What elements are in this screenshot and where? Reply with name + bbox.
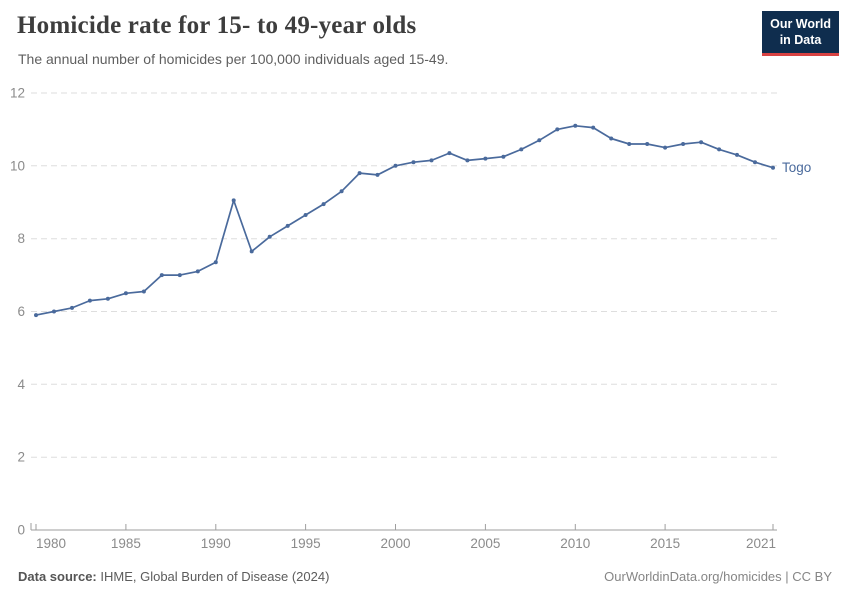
data-point [249, 249, 254, 254]
data-source-value: IHME, Global Burden of Disease (2024) [96, 569, 330, 584]
data-source-note: Data source: IHME, Global Burden of Dise… [18, 569, 329, 584]
data-point [411, 160, 416, 165]
data-point [609, 136, 614, 141]
data-point [555, 127, 560, 132]
data-point [501, 154, 506, 159]
y-tick-label: 10 [10, 158, 25, 173]
chart-subtitle: The annual number of homicides per 100,0… [18, 51, 449, 67]
data-point [681, 142, 686, 146]
data-point [519, 147, 524, 152]
data-point [375, 172, 380, 177]
data-source-label: Data source: [18, 569, 97, 584]
x-tick-label: 1990 [201, 536, 231, 551]
data-point [267, 234, 272, 239]
data-point [483, 156, 488, 161]
data-point [123, 291, 128, 296]
data-point [465, 158, 470, 163]
data-point [537, 138, 542, 143]
data-point [573, 123, 578, 128]
data-point [141, 289, 146, 294]
data-point [663, 145, 668, 150]
data-point [87, 298, 92, 303]
x-tick-label: 1980 [36, 536, 66, 551]
data-point [70, 305, 74, 310]
data-point [771, 165, 775, 170]
y-tick-label: 6 [17, 304, 25, 319]
data-point [303, 213, 308, 217]
page-title: Homicide rate for 15- to 49-year olds [17, 12, 417, 39]
data-point [753, 160, 757, 165]
data-point [645, 142, 650, 146]
data-point [339, 189, 344, 194]
y-tick-label: 4 [17, 377, 25, 392]
series-line [35, 124, 774, 316]
data-point [357, 171, 362, 176]
data-point [699, 140, 704, 145]
credit-link[interactable]: OurWorldinData.org/homicides | CC BY [604, 569, 832, 584]
y-tick-label: 12 [10, 86, 25, 101]
data-point [105, 296, 110, 301]
data-point [285, 223, 290, 228]
owid-logo-line1: Our World [770, 17, 831, 31]
x-tick-label: 2015 [650, 536, 680, 551]
owid-logo[interactable]: Our World in Data [762, 11, 839, 56]
x-tick-label: 2000 [380, 536, 410, 551]
data-point [195, 269, 200, 274]
data-point [321, 202, 326, 207]
series-label: Togo [782, 160, 811, 175]
data-point [717, 147, 722, 152]
x-tick-label: 1995 [291, 536, 321, 551]
data-point [735, 152, 739, 157]
data-point [429, 158, 434, 163]
data-point [34, 313, 38, 318]
data-point [159, 273, 164, 278]
x-tick-label: 2005 [470, 536, 500, 551]
y-tick-label: 0 [17, 523, 25, 538]
data-point [447, 151, 452, 156]
x-tick-label: 2010 [560, 536, 590, 551]
data-point [627, 142, 632, 146]
y-tick-label: 8 [17, 231, 25, 246]
x-tick-label: 2021 [746, 536, 776, 551]
data-point [231, 198, 236, 203]
x-tick-label: 1985 [111, 536, 141, 551]
y-tick-label: 2 [17, 450, 25, 465]
data-point [177, 273, 182, 278]
owid-logo-line2: in Data [779, 33, 822, 48]
data-point [393, 163, 398, 168]
data-point [591, 125, 596, 130]
data-point [52, 309, 56, 314]
data-point [213, 260, 218, 265]
